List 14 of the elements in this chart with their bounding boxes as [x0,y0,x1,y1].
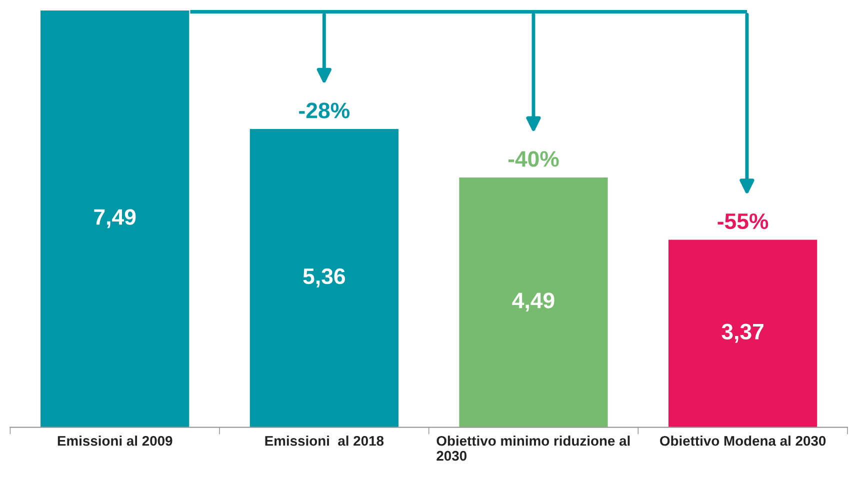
bar [250,129,398,428]
annotation: -28% [299,102,350,118]
annotation: -40% [508,151,559,167]
data-label: 5,36 [303,268,345,288]
bar [668,240,818,428]
x-tick-label: Obiettivo Modena al 2030 [660,436,826,446]
data-label: 7,49 [94,209,136,228]
data-label: 3,37 [722,324,764,343]
x-tick-label: Obiettivo minimo riduzione al 2030 [436,436,630,461]
bar [459,177,608,428]
x-tick-label: Emissioni al 2009 [58,436,172,446]
x-tick-label: Emissioni al 2018 [265,436,384,446]
annotation: -55% [718,213,768,230]
data-label: 4,49 [512,292,554,312]
